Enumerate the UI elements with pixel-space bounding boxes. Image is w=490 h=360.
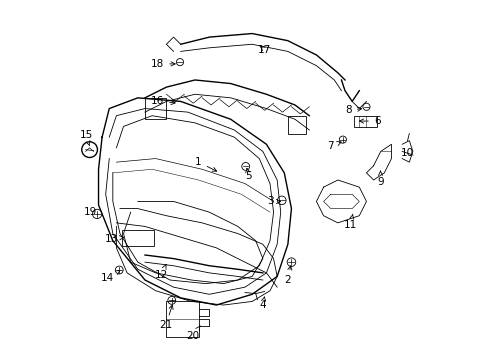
Text: 1: 1	[195, 157, 217, 171]
Text: 2: 2	[285, 266, 292, 285]
Text: 17: 17	[258, 45, 271, 55]
Text: 10: 10	[401, 148, 414, 158]
Text: 20: 20	[187, 326, 200, 341]
Text: 7: 7	[327, 141, 341, 151]
Text: 12: 12	[154, 264, 168, 280]
Text: 4: 4	[260, 297, 266, 310]
Text: 18: 18	[151, 59, 175, 69]
Text: 5: 5	[245, 168, 252, 181]
Text: 9: 9	[377, 171, 384, 187]
Text: 11: 11	[344, 214, 357, 230]
Text: 19: 19	[84, 207, 98, 217]
Text: 8: 8	[345, 105, 362, 115]
Text: 3: 3	[267, 197, 281, 206]
Text: 13: 13	[104, 234, 124, 244]
Text: 14: 14	[101, 270, 120, 283]
Text: 16: 16	[151, 96, 175, 107]
Text: 21: 21	[159, 305, 173, 330]
Text: 6: 6	[360, 116, 380, 126]
Text: 15: 15	[79, 130, 93, 146]
